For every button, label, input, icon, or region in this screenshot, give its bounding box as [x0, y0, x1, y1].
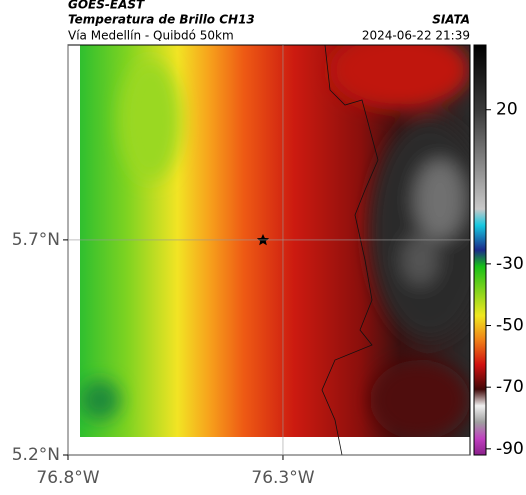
colorbar-label: -30	[496, 254, 524, 274]
y-tick-label: 5.2°N	[12, 445, 60, 465]
title: GOES-EAST	[68, 0, 145, 12]
y-tick-label: 5.7°N	[12, 230, 60, 250]
colorbar-label: -70	[496, 377, 524, 397]
colorbar	[473, 44, 487, 456]
boundary	[321, 44, 379, 456]
colorbar-label: 20	[496, 100, 518, 120]
source: SIATA	[432, 13, 470, 27]
subtitle: Temperatura de Brillo CH13	[68, 13, 255, 27]
x-tick-label: 76.3°W	[251, 468, 314, 488]
timestamp: 2024-06-22 21:39	[362, 29, 470, 43]
colorbar-label: -50	[496, 316, 524, 336]
route: Vía Medellín - Quibdó 50km	[68, 29, 234, 43]
x-tick-label: 76.8°W	[36, 468, 99, 488]
satellite-image	[80, 45, 470, 437]
colorbar-label: -90	[496, 439, 524, 459]
